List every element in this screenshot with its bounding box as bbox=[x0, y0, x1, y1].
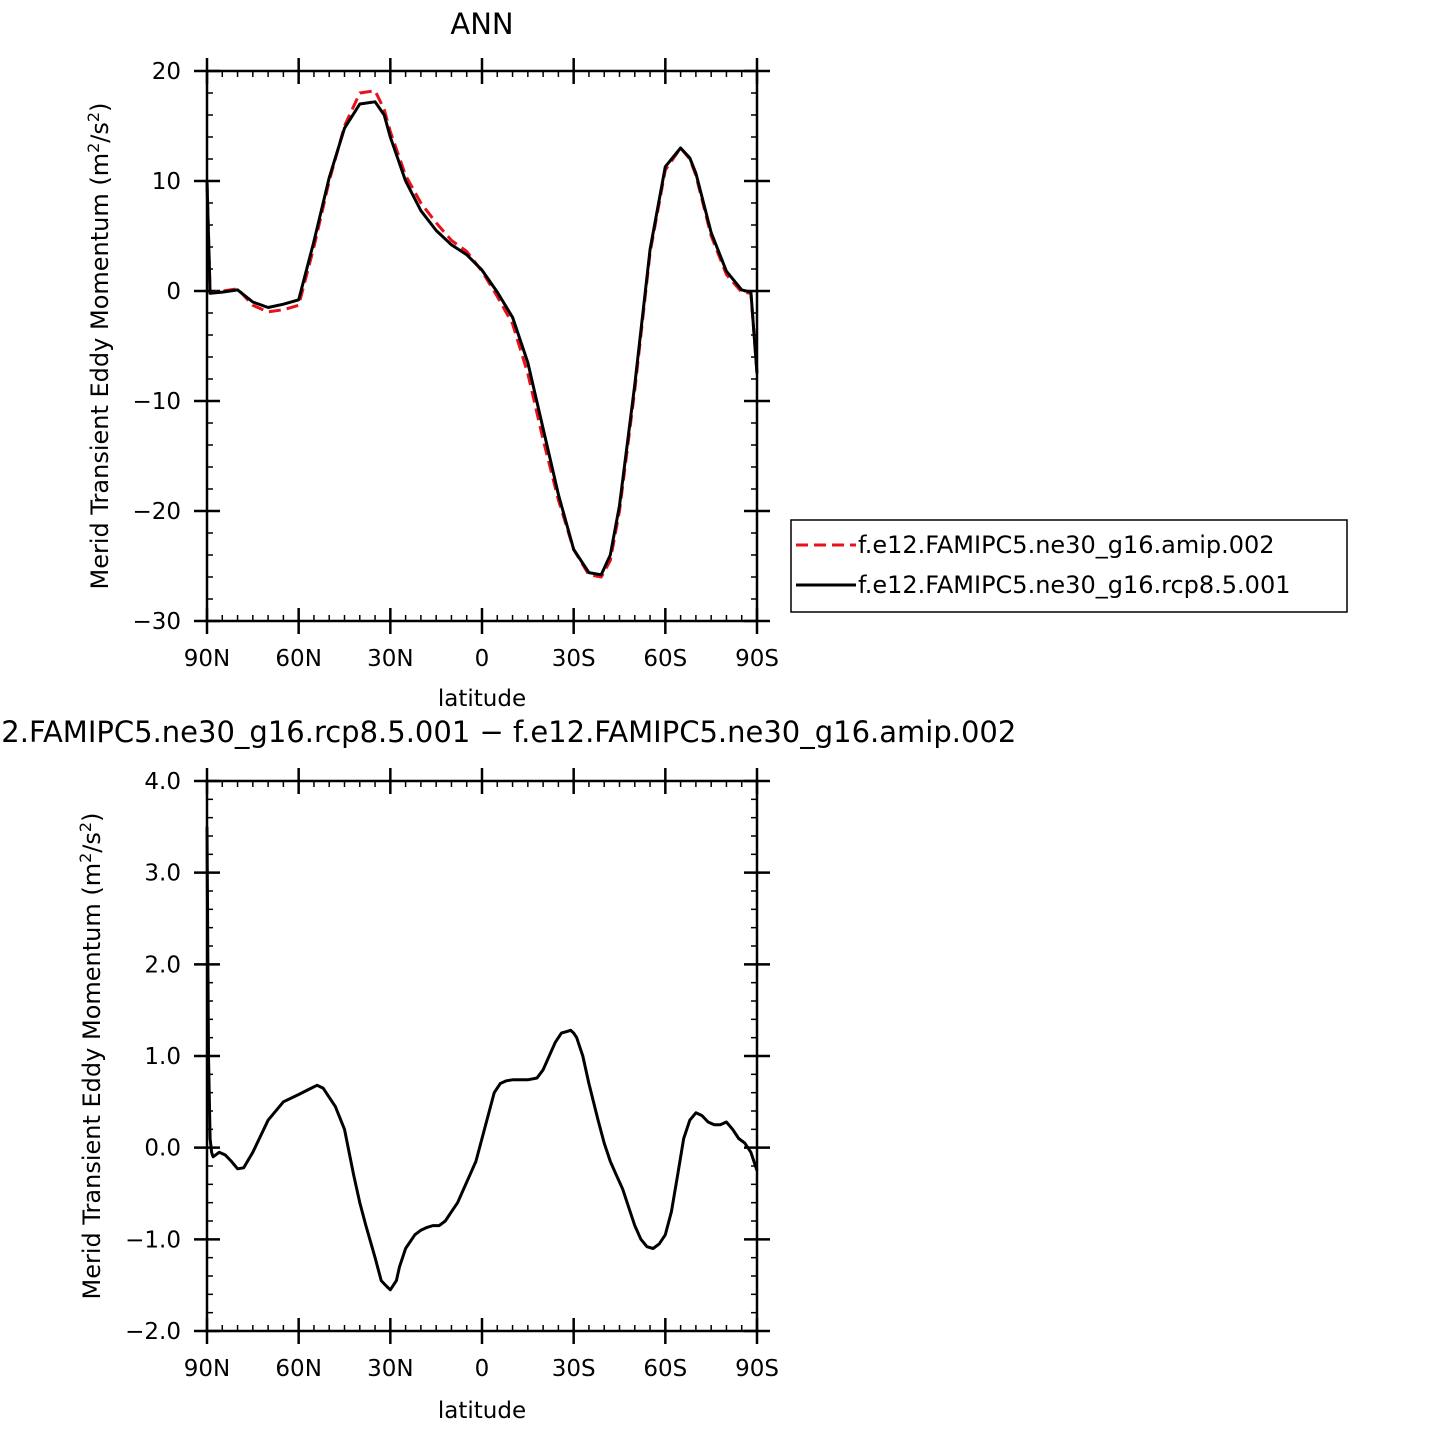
bottom-ytick-label: 4.0 bbox=[144, 769, 181, 795]
top-plot-frame bbox=[205, 69, 759, 623]
bottom-xtick-label: 60S bbox=[643, 1356, 687, 1382]
bottom-xlabel: latitude bbox=[438, 1398, 526, 1424]
bottom-xtick-label: 90N bbox=[184, 1356, 230, 1382]
bottom-xtick-label: 30N bbox=[367, 1356, 413, 1382]
bottom-ytick-label: 2.0 bbox=[144, 952, 181, 978]
legend-label-amip: f.e12.FAMIPC5.ne30_g16.amip.002 bbox=[858, 531, 1275, 559]
bottom-panel: f.e12.FAMIPC5.ne30_g16.rcp8.5.001 − f.e1… bbox=[0, 715, 1016, 1424]
top-series-line-1 bbox=[205, 100, 759, 577]
legend-box bbox=[790, 519, 1348, 613]
top-title: ANN bbox=[450, 7, 513, 41]
bottom-series bbox=[205, 826, 759, 1292]
top-xtick-label: 30N bbox=[367, 646, 413, 672]
top-ytick-label: 10 bbox=[152, 169, 181, 195]
top-xtick-label: 60S bbox=[643, 646, 687, 672]
bottom-xtick-label: 90S bbox=[735, 1356, 779, 1382]
bottom-title: f.e12.FAMIPC5.ne30_g16.rcp8.5.001 − f.e1… bbox=[0, 715, 1016, 749]
legend: f.e12.FAMIPC5.ne30_g16.amip.002 f.e12.FA… bbox=[790, 519, 1348, 613]
top-ylabel: Merid Transient Eddy Momentum (m2/s2) bbox=[84, 103, 114, 590]
bottom-ylabel: Merid Transient Eddy Momentum (m2/s2) bbox=[76, 813, 106, 1300]
bottom-xtick-label: 60N bbox=[275, 1356, 321, 1382]
top-series-line-0 bbox=[205, 89, 759, 579]
bottom-xtick-label: 30S bbox=[552, 1356, 596, 1382]
bottom-plot-frame bbox=[205, 779, 759, 1333]
bottom-series-line-0 bbox=[205, 826, 759, 1292]
top-ytick-label: 20 bbox=[152, 59, 181, 85]
top-panel: ANN Merid Transient Eddy Momentum (m2/s2… bbox=[84, 7, 779, 712]
top-xtick-label: 0 bbox=[475, 646, 490, 672]
bottom-ticks: −2.0 −1.0 0.0 1.0 2.0 3.0 4.0 90N 60N 30N 0 30S 60S 9… bbox=[125, 768, 779, 1382]
top-ytick-label: −10 bbox=[132, 389, 181, 415]
top-series bbox=[205, 89, 759, 579]
top-xlabel: latitude bbox=[438, 686, 526, 712]
top-xtick-label: 90N bbox=[184, 646, 230, 672]
bottom-ytick-label: 1.0 bbox=[144, 1044, 181, 1070]
bottom-ytick-label: −1.0 bbox=[125, 1227, 181, 1253]
bottom-ytick-label: 3.0 bbox=[144, 861, 181, 887]
bottom-ytick-label: −2.0 bbox=[125, 1319, 181, 1345]
top-ytick-label: 0 bbox=[166, 279, 181, 305]
top-xtick-label: 30S bbox=[552, 646, 596, 672]
top-ytick-label: −30 bbox=[132, 609, 181, 635]
bottom-xtick-label: 0 bbox=[475, 1356, 490, 1382]
bottom-ytick-label: 0.0 bbox=[144, 1136, 181, 1162]
top-xtick-label: 90S bbox=[735, 646, 779, 672]
top-ytick-label: −20 bbox=[132, 499, 181, 525]
top-xtick-label: 60N bbox=[275, 646, 321, 672]
legend-label-rcp: f.e12.FAMIPC5.ne30_g16.rcp8.5.001 bbox=[858, 571, 1291, 599]
